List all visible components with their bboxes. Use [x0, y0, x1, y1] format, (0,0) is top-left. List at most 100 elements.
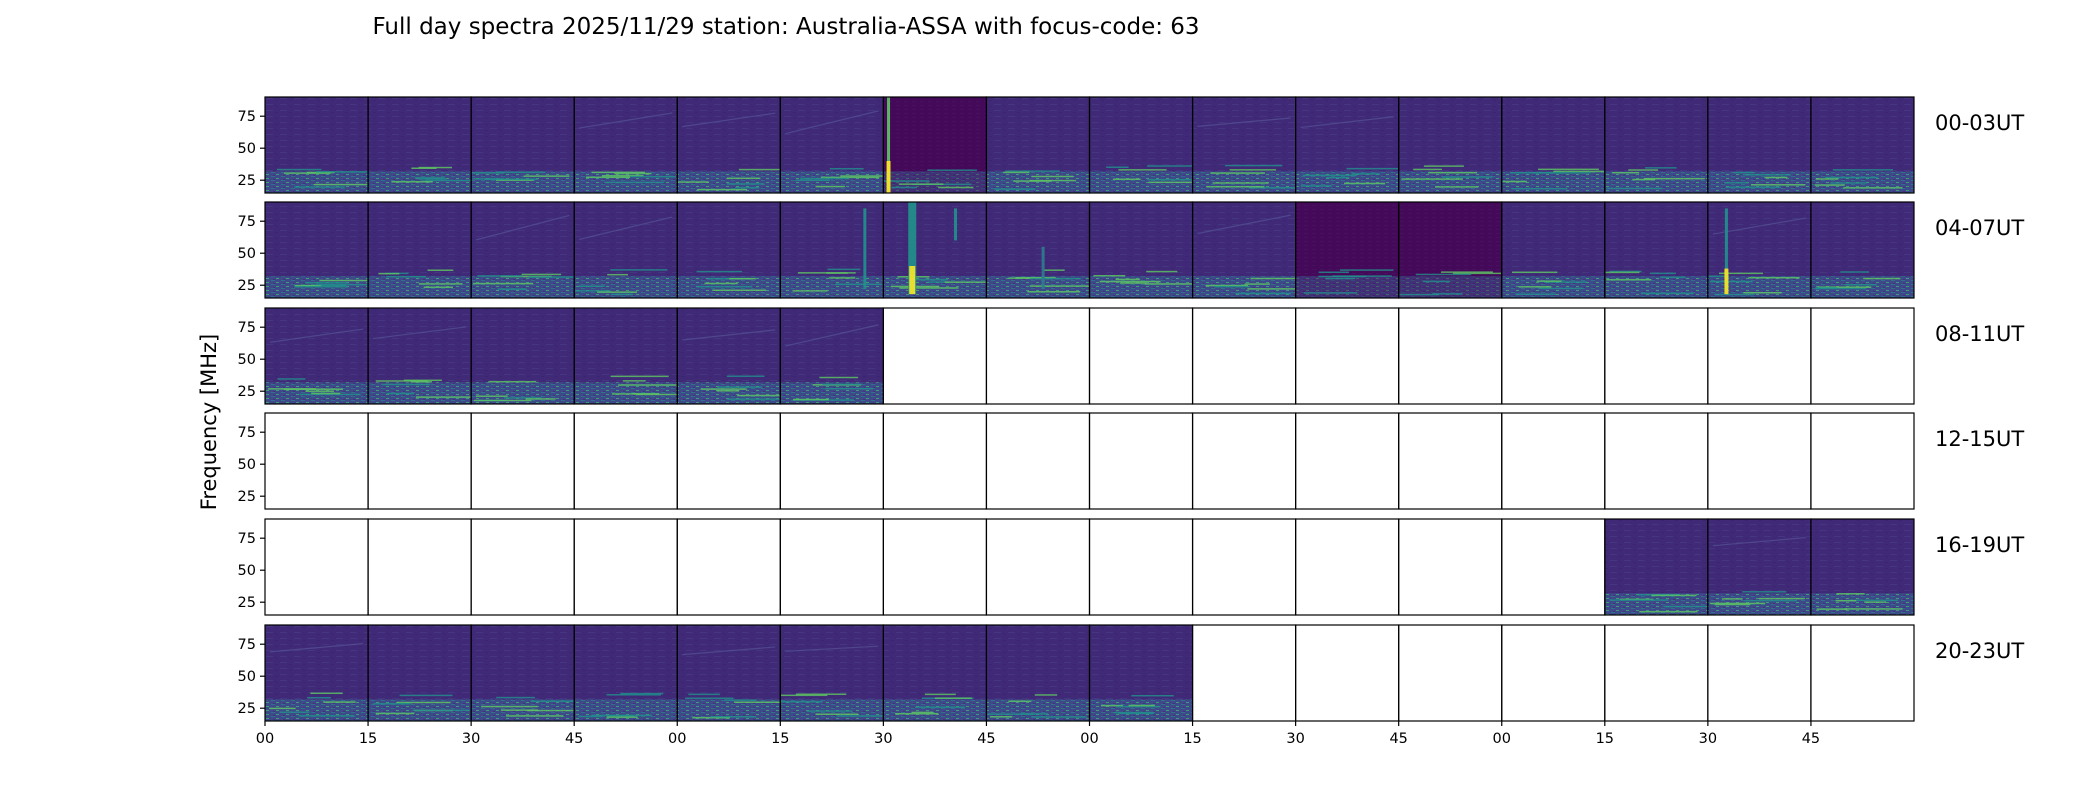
rfi-band [265, 171, 369, 193]
streak [924, 693, 956, 696]
empty-panel [574, 413, 678, 509]
streak [723, 699, 757, 701]
streak [1148, 181, 1193, 184]
spectrum-panel [265, 202, 369, 298]
streak [606, 715, 634, 717]
rfi-band [1810, 593, 1914, 615]
streak [780, 694, 828, 697]
streak [591, 171, 645, 174]
streak [585, 176, 631, 179]
y-tick-label: 25 [238, 278, 256, 294]
streak [1206, 186, 1265, 188]
streak [1815, 287, 1838, 289]
drift-line [269, 643, 364, 653]
streak [1709, 280, 1753, 283]
streak [1113, 711, 1154, 714]
streak [1714, 293, 1755, 296]
streak [710, 715, 756, 718]
panel-background [1707, 308, 1811, 404]
panel-background [1501, 413, 1605, 509]
streak [1721, 598, 1743, 600]
spectrum-panel [1810, 97, 1914, 193]
streak [727, 183, 765, 185]
streak [1714, 603, 1751, 606]
streak [1326, 176, 1350, 179]
empty-panel [780, 413, 884, 509]
rfi-band [1604, 276, 1708, 298]
streak [378, 272, 400, 275]
streak [696, 270, 742, 273]
streak [915, 706, 965, 708]
spectrum-panel [1707, 97, 1811, 193]
panel-background [1089, 308, 1193, 404]
streak [1440, 271, 1493, 273]
rfi-band [368, 382, 472, 404]
streak [1013, 180, 1052, 182]
streak [1401, 178, 1463, 180]
empty-panel [883, 519, 987, 615]
streak [1225, 164, 1283, 167]
streak [323, 701, 356, 703]
streak [1718, 272, 1763, 275]
spectrum-panel [986, 97, 1090, 193]
streak [1346, 167, 1399, 170]
rfi-band [780, 276, 884, 298]
streak [1128, 704, 1155, 707]
streak [424, 179, 472, 182]
streak [1247, 288, 1296, 290]
streak [1210, 172, 1265, 174]
spectrum-panel [1810, 519, 1914, 615]
streak [712, 289, 767, 292]
streak [1031, 175, 1074, 178]
panel-frame [1810, 307, 1915, 405]
streak [1423, 165, 1464, 167]
empty-panel [1810, 413, 1914, 509]
streak [727, 398, 781, 400]
panel-background [1295, 519, 1399, 615]
streak [1118, 169, 1167, 171]
spectrum-panel [574, 97, 678, 193]
x-tick-label: 45 [565, 731, 583, 747]
panel-background [1089, 519, 1193, 615]
streak [1849, 599, 1899, 602]
streak [1008, 700, 1032, 703]
spectrum-panel [368, 308, 472, 404]
empty-panel [1398, 308, 1502, 404]
streak [601, 174, 644, 177]
panel-background [265, 413, 369, 509]
streak [418, 178, 447, 180]
streak [1606, 279, 1652, 281]
y-tick-label: 50 [238, 141, 256, 157]
streak [611, 393, 636, 395]
streak [927, 169, 977, 171]
rfi-band [1501, 171, 1605, 193]
panel-background [368, 413, 472, 509]
empty-panel [1604, 308, 1708, 404]
streak [279, 711, 310, 713]
streak [423, 286, 454, 289]
streak [1709, 602, 1766, 605]
streak [497, 288, 527, 290]
spectrum-panel [265, 97, 369, 193]
streak [294, 186, 345, 188]
spectrum-panel [368, 97, 472, 193]
streak [481, 705, 538, 708]
streak [475, 395, 508, 397]
streak [1434, 186, 1479, 188]
streak [1511, 187, 1568, 190]
row-time-label: 08-11UT [1935, 322, 2024, 346]
streak [1034, 694, 1058, 696]
x-tick-label: 15 [771, 731, 789, 747]
streak [1030, 277, 1081, 280]
y-tick-label: 50 [238, 669, 256, 685]
empty-panel [1192, 625, 1296, 721]
streak [1643, 177, 1705, 180]
streak [1632, 178, 1656, 181]
streak [298, 715, 355, 717]
streak [611, 293, 633, 296]
x-tick-label: 00 [668, 731, 686, 747]
empty-panel [1501, 625, 1605, 721]
streak [1843, 187, 1903, 189]
spectrum-panel [1810, 202, 1914, 298]
burst-mark [886, 161, 891, 193]
